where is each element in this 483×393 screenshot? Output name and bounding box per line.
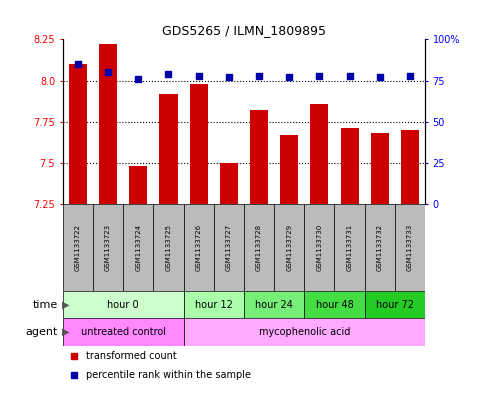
- Bar: [365, 291, 425, 318]
- Text: GSM1133728: GSM1133728: [256, 224, 262, 271]
- Bar: [304, 204, 334, 291]
- Bar: [129, 166, 147, 204]
- Text: mycophenolic acid: mycophenolic acid: [258, 327, 350, 337]
- Point: [339, 273, 347, 279]
- Bar: [371, 133, 389, 204]
- Bar: [63, 291, 184, 318]
- Point: [195, 72, 202, 79]
- Point: [255, 72, 263, 79]
- Bar: [184, 318, 425, 346]
- Bar: [99, 44, 117, 204]
- Point: [315, 72, 323, 79]
- Bar: [274, 204, 304, 291]
- Point: [104, 69, 112, 75]
- Bar: [250, 110, 268, 204]
- Bar: [334, 204, 365, 291]
- Text: hour 24: hour 24: [255, 299, 293, 310]
- Bar: [184, 204, 213, 291]
- Bar: [154, 204, 184, 291]
- Bar: [220, 163, 238, 204]
- Text: untreated control: untreated control: [81, 327, 166, 337]
- Title: GDS5265 / ILMN_1809895: GDS5265 / ILMN_1809895: [162, 24, 326, 37]
- Bar: [244, 204, 274, 291]
- Point: [346, 72, 354, 79]
- Point: [134, 76, 142, 82]
- Text: GSM1133727: GSM1133727: [226, 224, 232, 271]
- Bar: [341, 129, 358, 204]
- Text: GSM1133730: GSM1133730: [316, 224, 322, 271]
- Bar: [244, 291, 304, 318]
- Text: hour 12: hour 12: [195, 299, 233, 310]
- Bar: [184, 291, 244, 318]
- Text: GSM1133733: GSM1133733: [407, 224, 413, 271]
- Text: GSM1133725: GSM1133725: [166, 224, 171, 271]
- Text: transformed count: transformed count: [86, 351, 177, 361]
- Point: [225, 74, 233, 81]
- Text: GSM1133732: GSM1133732: [377, 224, 383, 271]
- Text: hour 0: hour 0: [107, 299, 139, 310]
- Bar: [311, 104, 328, 204]
- Text: percentile rank within the sample: percentile rank within the sample: [86, 370, 251, 380]
- Bar: [63, 204, 93, 291]
- Text: ▶: ▶: [62, 299, 70, 310]
- Text: hour 72: hour 72: [376, 299, 414, 310]
- Point: [285, 74, 293, 81]
- Point: [74, 61, 82, 67]
- Point: [406, 72, 414, 79]
- Bar: [395, 204, 425, 291]
- Bar: [304, 291, 365, 318]
- Text: hour 48: hour 48: [315, 299, 354, 310]
- Text: ▶: ▶: [62, 327, 70, 337]
- Bar: [365, 204, 395, 291]
- Text: GSM1133724: GSM1133724: [135, 224, 141, 271]
- Text: time: time: [33, 299, 58, 310]
- Text: agent: agent: [26, 327, 58, 337]
- Text: GSM1133722: GSM1133722: [75, 224, 81, 271]
- Bar: [69, 64, 87, 204]
- Bar: [401, 130, 419, 204]
- Point: [339, 94, 347, 101]
- Point: [165, 71, 172, 77]
- Text: GSM1133731: GSM1133731: [347, 224, 353, 271]
- Bar: [213, 204, 244, 291]
- Bar: [93, 204, 123, 291]
- Text: GSM1133726: GSM1133726: [196, 224, 201, 271]
- Bar: [123, 204, 154, 291]
- Bar: [189, 84, 208, 204]
- Bar: [63, 318, 184, 346]
- Text: GSM1133723: GSM1133723: [105, 224, 111, 271]
- Point: [376, 74, 384, 81]
- Bar: [159, 94, 178, 204]
- Text: GSM1133729: GSM1133729: [286, 224, 292, 271]
- Bar: [280, 135, 298, 204]
